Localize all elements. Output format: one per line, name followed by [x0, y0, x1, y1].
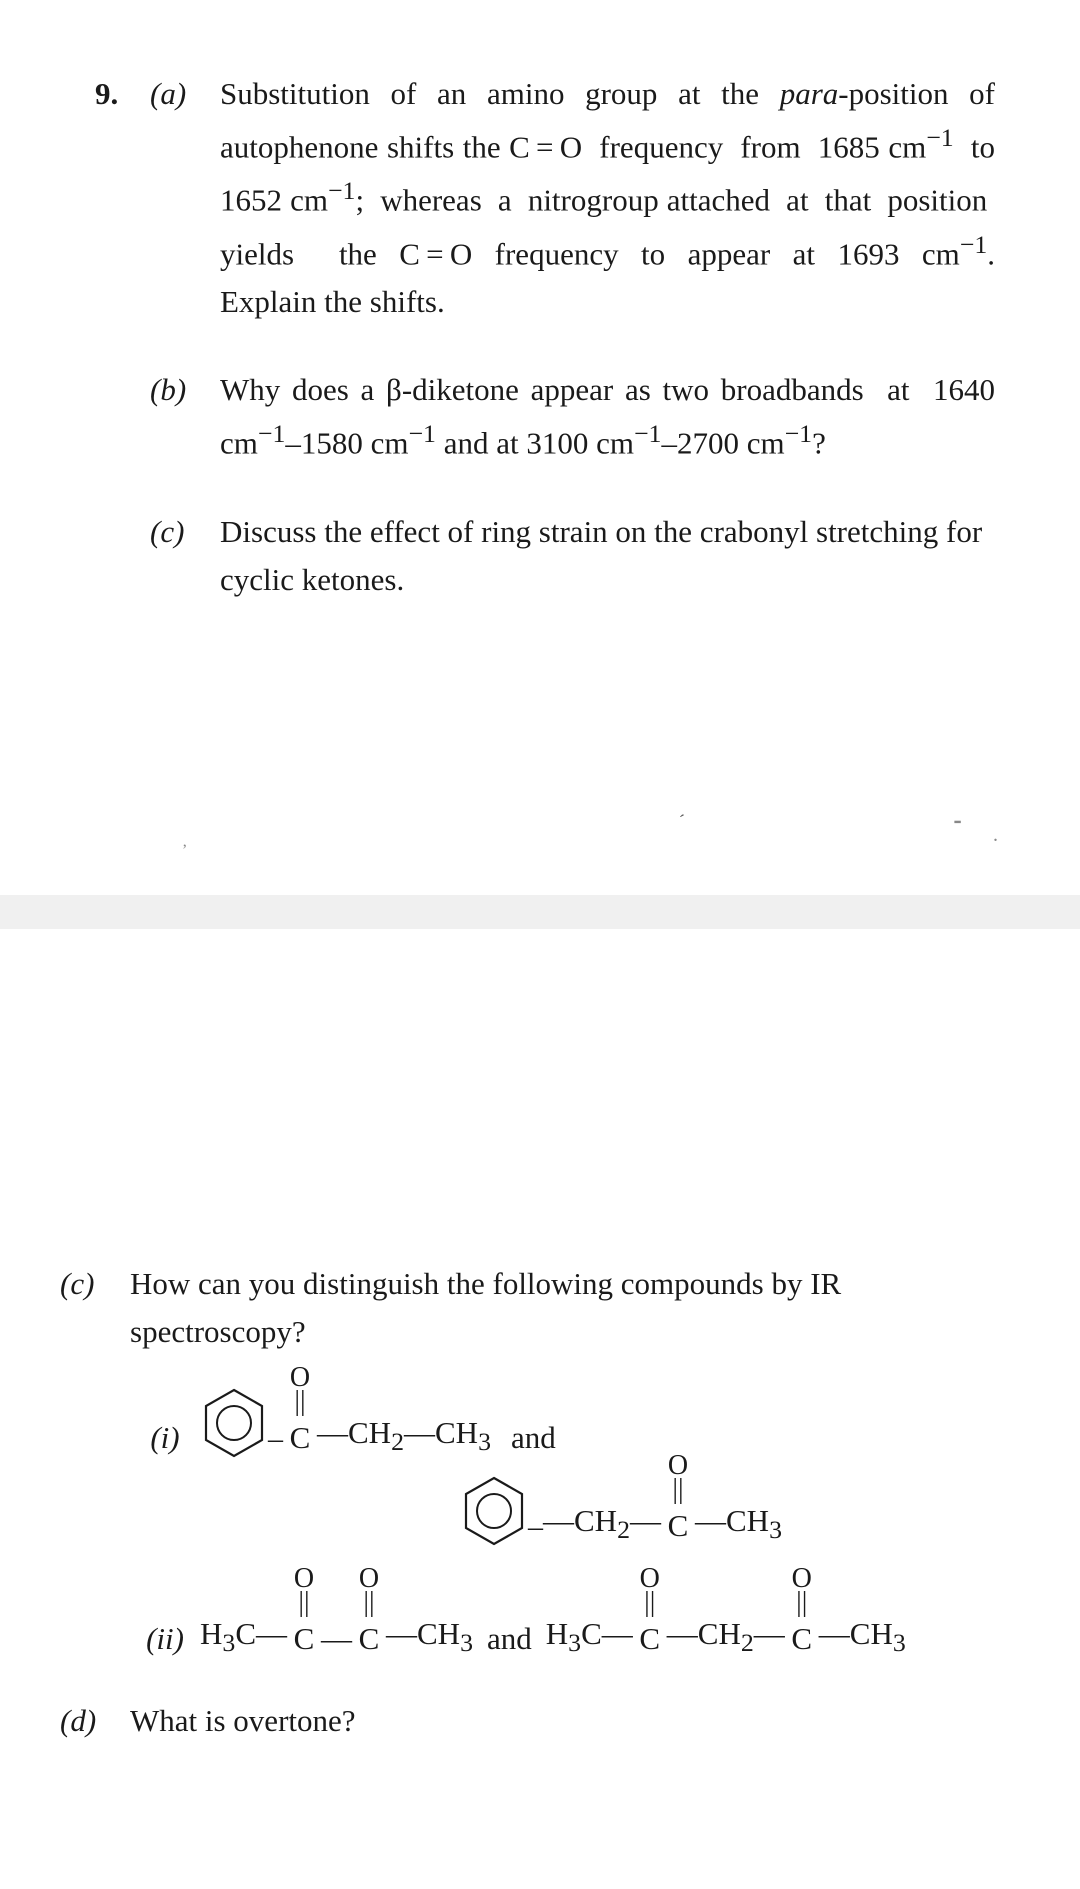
roman-label: (ii) — [130, 1615, 200, 1663]
part-text: Why does a β-diketone appear as two broa… — [220, 366, 995, 467]
part-label: (b) — [150, 366, 220, 467]
carbonyl-group: O|| C — [785, 1615, 819, 1663]
question-9b: (b) Why does a β-diketone appear as two … — [95, 366, 995, 467]
and-text: and — [511, 1414, 556, 1462]
part-text: How can you distinguish the following co… — [130, 1260, 1020, 1356]
part-text: What is overtone? — [130, 1697, 1020, 1745]
stray-mark-icon: ‚ — [182, 830, 187, 855]
stray-mark-icon: . — [993, 820, 998, 851]
part-label: (c) — [150, 508, 220, 604]
part-text: Discuss the effect of ring strain on the… — [220, 508, 995, 604]
part-label: (a) — [150, 70, 220, 326]
carbonyl-group: O|| C — [287, 1615, 321, 1663]
chain-text: —CH2— — [543, 1497, 661, 1550]
chain-text: —CH3 — [386, 1610, 473, 1663]
benzene-ring-icon — [200, 1384, 268, 1462]
carbonyl-group: O|| C — [283, 1414, 317, 1462]
carbonyl-group: O|| C — [352, 1615, 386, 1663]
page-divider — [0, 895, 1080, 929]
subpart-i-second: – —CH2— O|| C —CH3 — [460, 1472, 1020, 1550]
question-number: 9. — [95, 70, 150, 326]
benzene-ring-icon — [460, 1472, 528, 1550]
part-label: (c) — [60, 1260, 130, 1356]
lower-part-d: (d) What is overtone? — [60, 1697, 1020, 1745]
stray-mark-icon: ˊ — [676, 808, 686, 836]
and-text: and — [487, 1615, 532, 1663]
chain-text: H3C— — [200, 1610, 287, 1663]
chain-text: — — [321, 1615, 352, 1663]
chain-text: H3C— — [546, 1610, 633, 1663]
lower-part-c: (c) How can you distinguish the followin… — [60, 1260, 1020, 1356]
subpart-ii: (ii) H3C— O|| C — O|| C —CH3 and H3C— O|… — [60, 1610, 1020, 1663]
chain-text: —CH2— — [667, 1610, 785, 1663]
stray-mark-icon: ⁃ — [952, 806, 963, 840]
chain-text: —CH3 — [695, 1497, 782, 1550]
question-9a: 9. (a) Substitution of an amino group at… — [95, 70, 995, 326]
subpart-i: (i) – O|| C —CH2—CH3 and — [60, 1384, 1020, 1462]
part-text: Substitution of an amino group at the pa… — [220, 70, 995, 326]
roman-label: (i) — [130, 1414, 200, 1462]
carbonyl-group: O|| C — [661, 1502, 695, 1550]
chain-text: —CH3 — [819, 1610, 906, 1663]
chain-text: —CH2—CH3 — [317, 1409, 491, 1462]
carbonyl-group: O|| C — [633, 1615, 667, 1663]
part-label: (d) — [60, 1697, 130, 1745]
question-9c: (c) Discuss the effect of ring strain on… — [95, 508, 995, 604]
